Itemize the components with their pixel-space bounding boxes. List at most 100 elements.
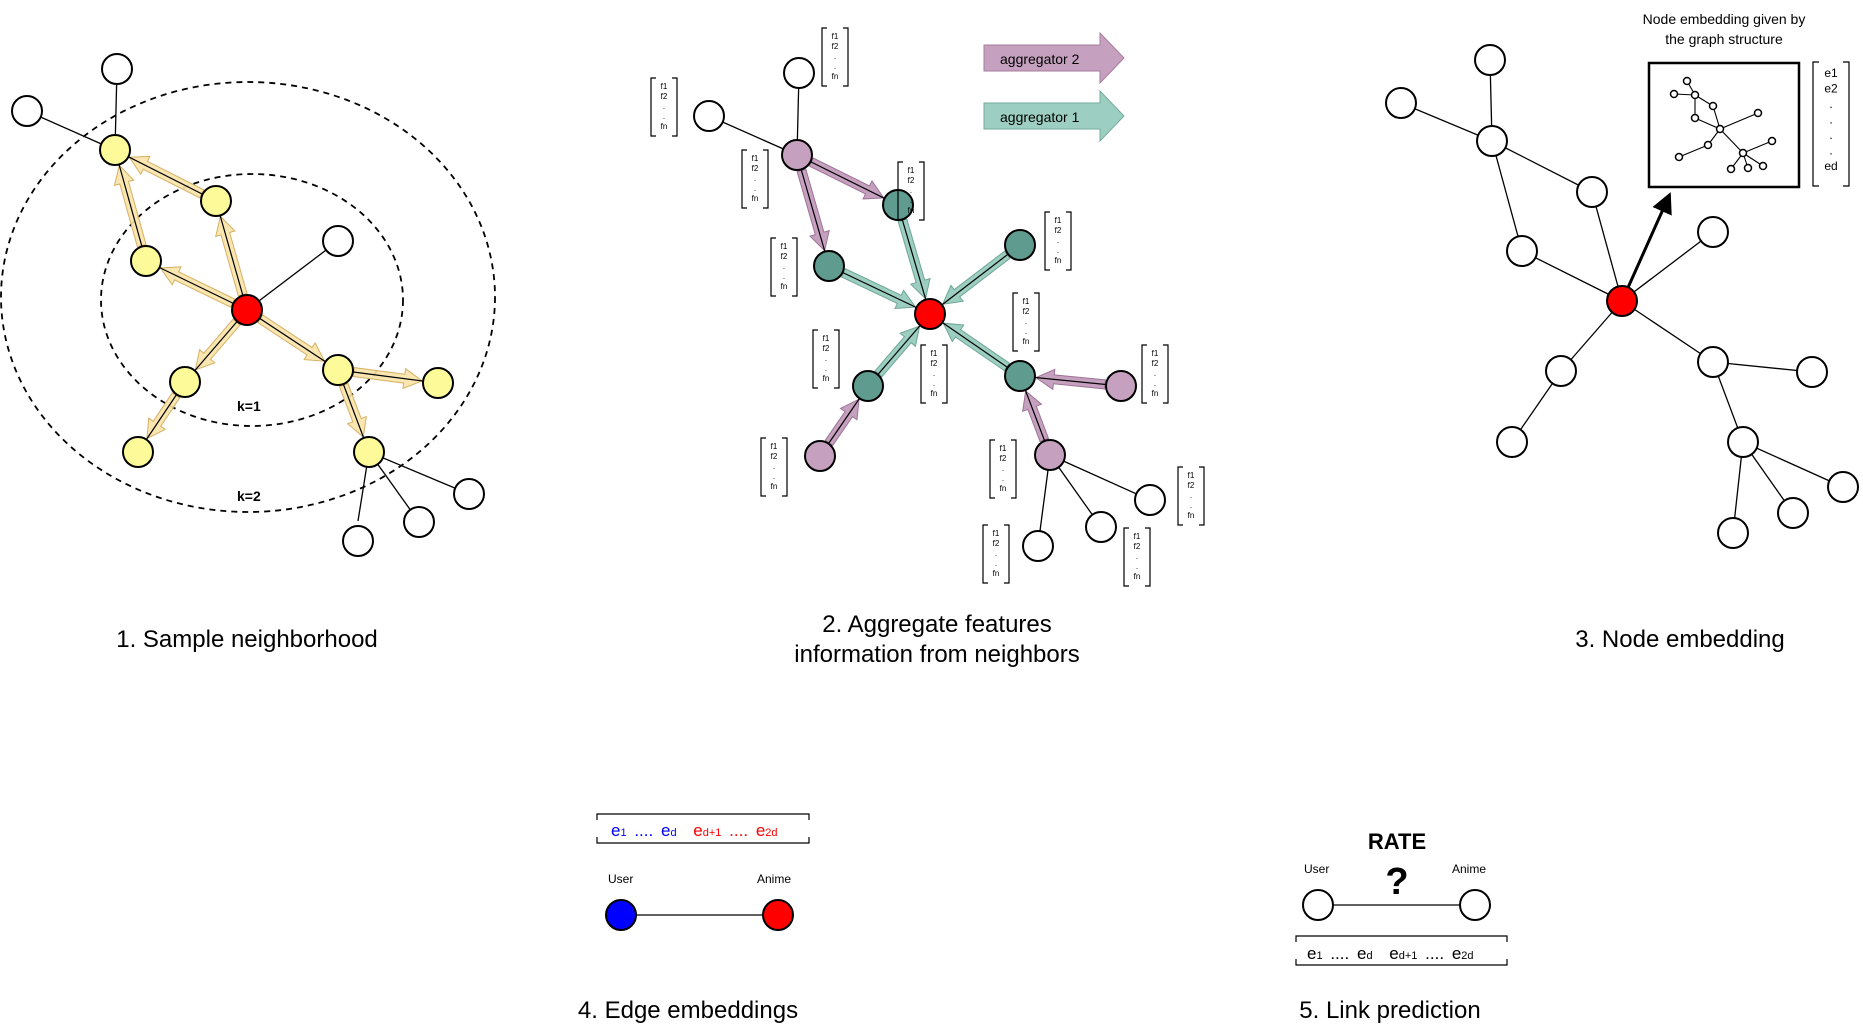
emb-ed: e xyxy=(661,821,670,840)
p1-sample-arrows xyxy=(113,155,424,440)
feature-entry: . xyxy=(995,559,997,568)
link-ed1: e xyxy=(1389,944,1398,963)
feature-entry: . xyxy=(1136,562,1138,571)
edge xyxy=(145,260,248,311)
feature-entry: . xyxy=(1025,327,1027,336)
hop1-node xyxy=(1004,360,1036,392)
legend-aggregator-2: aggregator 2 xyxy=(983,31,1125,85)
emb-dots2: .... xyxy=(729,821,748,840)
panel-edge-embeddings: e1 .... ed ed+1 .... e2d User Anime 4. E… xyxy=(578,813,810,1024)
emb-ed1-sub: d+1 xyxy=(703,827,722,839)
feature-entry: . xyxy=(1136,552,1138,561)
hop-2-boundary xyxy=(0,81,496,513)
node xyxy=(1576,176,1608,208)
feature-entry: fn xyxy=(752,194,759,203)
feature-entry: . xyxy=(910,196,912,205)
feature-entry: fn xyxy=(1055,256,1062,265)
feature-entry: f2 xyxy=(993,539,1000,548)
node xyxy=(101,53,133,85)
caption-aggregate-line1: 2. Aggregate features xyxy=(822,611,1052,638)
svg-text:e1 .... ed: e1 .... ed ed+1 .... e2d xyxy=(611,821,778,840)
feature-entry: . xyxy=(1025,317,1027,326)
caption-link-prediction: 5. Link prediction xyxy=(1299,997,1480,1024)
feature-entry: . xyxy=(783,262,785,271)
link-dots1: .... xyxy=(1330,944,1349,963)
mini-graph-nodes xyxy=(1669,76,1777,174)
edge xyxy=(246,309,339,371)
feature-entry: . xyxy=(773,472,775,481)
embedding-entry: . xyxy=(1829,97,1832,111)
aggregator-2-arrow xyxy=(1034,368,1107,391)
feature-entry: . xyxy=(1190,491,1192,500)
hop-1-boundary xyxy=(100,173,404,427)
feature-entry: f1 xyxy=(823,334,830,343)
aggregator-2-label: aggregator 2 xyxy=(1000,51,1080,67)
embedding-entry: e2 xyxy=(1824,82,1838,96)
sampled-node xyxy=(200,185,232,217)
feature-entry: f2 xyxy=(908,176,915,185)
feature-entry: f2 xyxy=(1152,359,1159,368)
node xyxy=(1134,484,1166,516)
sampled-node xyxy=(169,366,201,398)
link-e1-sub: 1 xyxy=(1316,950,1322,962)
emb-e1-sub: 1 xyxy=(620,827,626,839)
feature-entry: . xyxy=(834,52,836,61)
rate-label: RATE xyxy=(1368,829,1426,854)
aggregator-1-arrow xyxy=(983,89,1125,143)
feature-entry: f2 xyxy=(823,344,830,353)
feature-entry: f1 xyxy=(771,442,778,451)
feature-entry: . xyxy=(783,272,785,281)
panel-aggregate-features: f1f2..fnf1f2..fnf1f2..fnf1f2..fnf1f2..fn… xyxy=(650,27,1205,668)
feature-entry: f1 xyxy=(908,166,915,175)
sampled-node xyxy=(99,134,131,166)
feature-entry: f1 xyxy=(661,82,668,91)
p2-agg-arrows xyxy=(796,154,1122,457)
embedding-entry: . xyxy=(1829,128,1832,142)
feature-entry: f2 xyxy=(781,252,788,261)
feature-entry: . xyxy=(1057,236,1059,245)
feature-entry: . xyxy=(933,369,935,378)
node xyxy=(1697,216,1729,248)
feature-entry: fn xyxy=(1000,484,1007,493)
feature-entry: . xyxy=(825,364,827,373)
node xyxy=(1796,356,1828,388)
sampled-node xyxy=(353,436,385,468)
user-node xyxy=(605,899,637,931)
feature-entry: . xyxy=(1154,379,1156,388)
panel-node-embedding: Node embedding given by the graph struct… xyxy=(1385,11,1859,653)
feature-entry: fn xyxy=(1023,337,1030,346)
feature-entry: . xyxy=(1002,464,1004,473)
feature-entry: . xyxy=(754,184,756,193)
embedding-title-line2: the graph structure xyxy=(1665,31,1783,47)
feature-entry: . xyxy=(933,379,935,388)
edge xyxy=(215,200,248,311)
feature-entry: . xyxy=(1154,369,1156,378)
feature-entry: f2 xyxy=(1055,226,1062,235)
node xyxy=(1727,426,1759,458)
hop2-node xyxy=(781,139,813,171)
embedding-entry: . xyxy=(1829,113,1832,127)
embedding-entry: ed xyxy=(1824,159,1837,173)
node xyxy=(1496,426,1528,458)
link-ed: e xyxy=(1357,944,1366,963)
node xyxy=(11,95,43,127)
feature-entry: fn xyxy=(781,282,788,291)
user-node xyxy=(1302,889,1334,921)
edge xyxy=(929,313,1021,377)
hop-2-label: k=2 xyxy=(237,488,261,504)
feature-entry: f2 xyxy=(661,92,668,101)
embedding-title-line1: Node embedding given by xyxy=(1643,11,1806,27)
link-e2d: e xyxy=(1452,944,1461,963)
feature-entry: f1 xyxy=(1023,297,1030,306)
anime-node xyxy=(1459,889,1491,921)
